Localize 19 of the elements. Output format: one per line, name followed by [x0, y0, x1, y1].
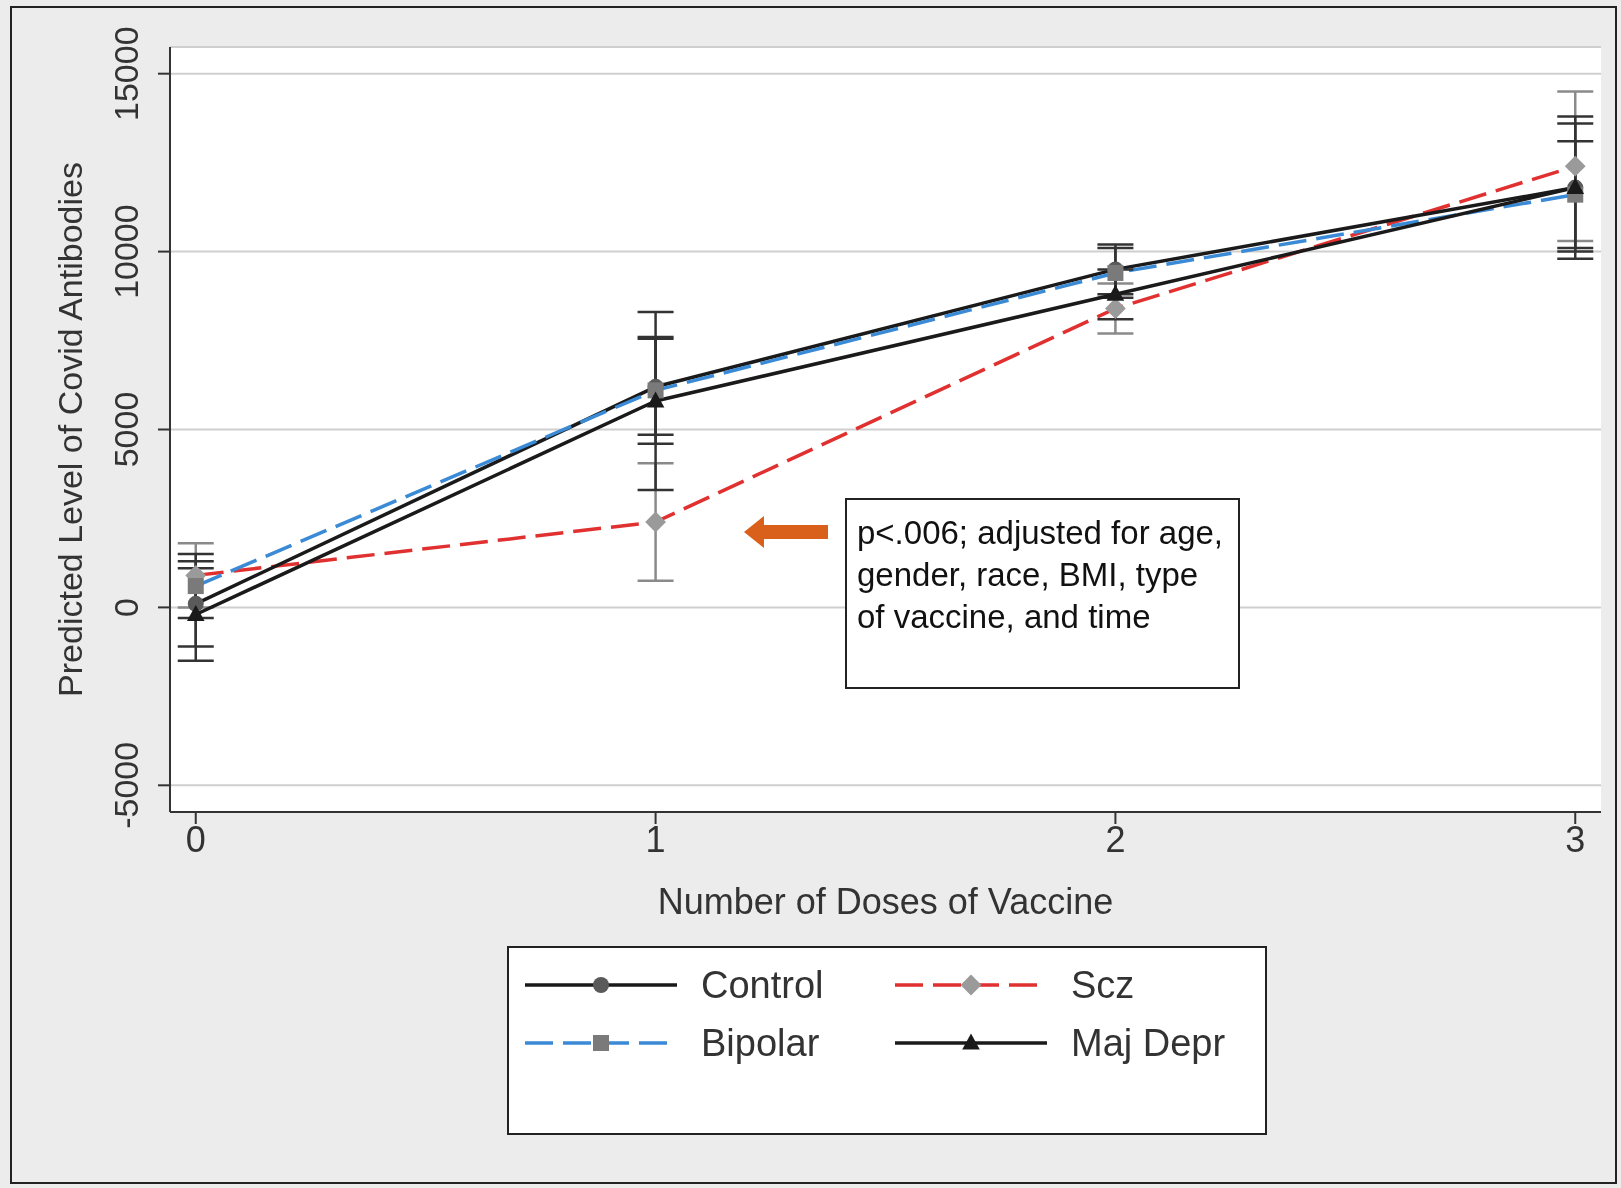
y-axis-title: Predicted Level of Covid Antibodies — [51, 162, 90, 697]
legend-label: Maj Depr — [1071, 1021, 1226, 1065]
y-tick-label: 15000 — [107, 26, 145, 121]
x-tick-label: 1 — [645, 818, 666, 860]
x-tick-label: 2 — [1105, 818, 1126, 860]
point — [646, 391, 665, 408]
x-axis-title: Number of Doses of Vaccine — [657, 881, 1114, 922]
legend-label: Scz — [1071, 963, 1135, 1007]
point — [186, 604, 205, 621]
x-tick-label: 3 — [1565, 818, 1586, 860]
legend-label: Control — [701, 963, 824, 1007]
annotation: p<.006; adjusted for age, gender, race, BMI, type of vaccine, and time — [845, 498, 1240, 689]
y-tick-label: 10000 — [107, 204, 145, 299]
y-tick-label: 0 — [107, 597, 145, 617]
legend-label: Bipolar — [701, 1021, 820, 1065]
point — [1106, 284, 1125, 301]
y-tick-label: 5000 — [107, 391, 145, 468]
x-tick-label: 0 — [185, 818, 206, 860]
y-tick-label: -5000 — [107, 741, 145, 829]
